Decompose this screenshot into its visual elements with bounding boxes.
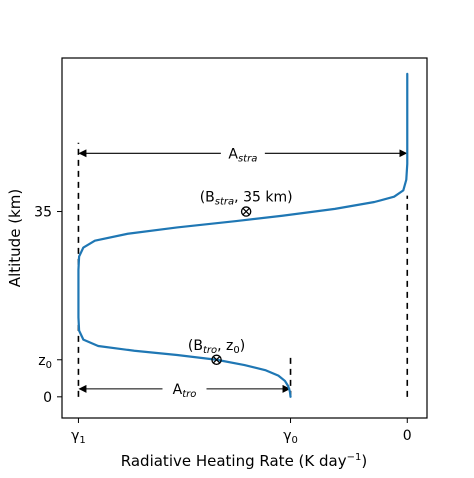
x-tick-label-0: γ1 xyxy=(71,428,86,446)
marker-0 xyxy=(211,354,222,366)
plot-area-frame xyxy=(61,57,428,419)
marker-1 xyxy=(240,206,252,217)
series-line-0 xyxy=(77,72,409,398)
x-axis-label: Radiative Heating Rate (K day−1) xyxy=(121,452,367,470)
y-axis-label: Altitude (km) xyxy=(6,189,24,287)
marker-1-label: (Bstra, 35 km) xyxy=(200,190,293,208)
A-stra-label: Astra xyxy=(228,146,257,164)
marker-layer: (Btro, z0) (Bstra, 35 km) xyxy=(188,190,293,366)
y-tick-label-1: z0 xyxy=(38,353,52,371)
A-tro-label: Atro xyxy=(173,382,197,400)
marker-0-label: (Btro, z0) xyxy=(188,338,245,356)
x-tick-label-1: γ0 xyxy=(283,428,298,446)
y-axis-ticks: 0 z0 35 xyxy=(34,205,62,406)
dashed-reference-lines xyxy=(77,142,409,397)
y-tick-label-0: 0 xyxy=(43,390,52,406)
y-tick-label-2: 35 xyxy=(34,205,52,221)
marker-0-cross-b xyxy=(212,356,221,364)
marker-1-cross-b xyxy=(242,207,250,216)
x-tick-label-2: 0 xyxy=(403,428,412,444)
span-annotations: Astra Atro xyxy=(78,146,408,400)
series-layer xyxy=(77,72,409,398)
x-axis-ticks: γ1 γ0 0 xyxy=(71,418,412,446)
